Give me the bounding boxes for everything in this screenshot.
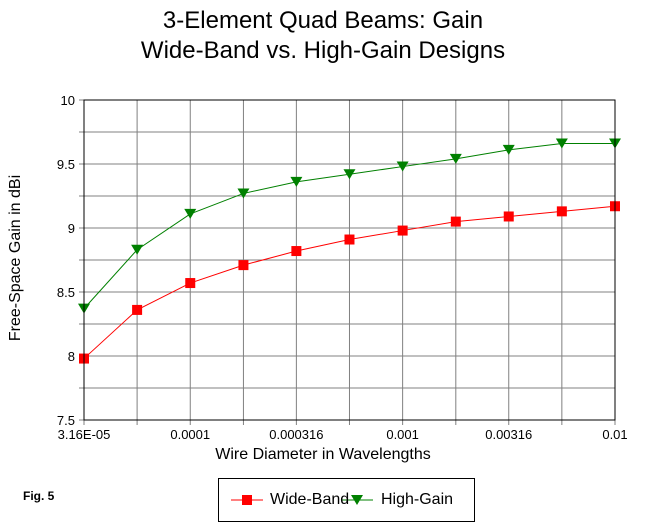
data-point-wide-band: [132, 304, 143, 315]
legend-label-high-gain: High-Gain: [381, 491, 454, 508]
x-tick-label: 0.000316: [269, 427, 323, 442]
data-point-wide-band: [291, 246, 302, 257]
legend: Wide-Band High-Gain: [218, 478, 475, 522]
data-point-wide-band: [450, 216, 461, 227]
x-tick-labels: 3.16E-05 0.0001 0.000316 0.001 0.00316 0.01: [58, 427, 628, 442]
x-tick-label: 0.01: [602, 427, 627, 442]
data-point-wide-band: [185, 278, 196, 289]
x-tick-label: 0.001: [386, 427, 419, 442]
data-point-high-gain: [449, 153, 462, 164]
data-point-high-gain: [131, 244, 144, 255]
data-point-wide-band: [556, 206, 567, 217]
x-tick-label: 0.00316: [485, 427, 532, 442]
grid-lines: [79, 99, 616, 425]
x-axis-label: Wire Diameter in Wavelengths: [215, 446, 430, 463]
legend-marker-high-gain: [351, 495, 363, 505]
series-layer: [78, 138, 621, 364]
chart-title-line-2: Wide-Band vs. High-Gain Designs: [140, 37, 506, 64]
data-point-wide-band: [503, 211, 514, 222]
legend-marker-wide-band: [242, 495, 252, 505]
x-tick-label: 0.0001: [170, 427, 210, 442]
y-tick-label: 9.5: [57, 157, 75, 172]
x-tick-label: 3.16E-05: [58, 427, 111, 442]
data-point-wide-band: [238, 260, 249, 271]
plot-frame: [83, 99, 616, 421]
data-point-high-gain: [555, 138, 568, 149]
legend-swatches: [231, 495, 373, 505]
data-point-high-gain: [502, 144, 515, 155]
y-tick-label: 8.5: [57, 285, 75, 300]
data-point-wide-band: [397, 225, 408, 236]
series-high-gain: [78, 138, 621, 314]
y-axis-label: Free-Space Gain in dBi: [7, 175, 24, 341]
chart-title-line-1: 3-Element Quad Beams: Gain: [162, 7, 484, 34]
figure-label: Fig. 5: [23, 489, 55, 503]
y-tick-label: 7.5: [57, 413, 75, 428]
legend-label-wide-band: Wide-Band: [270, 491, 350, 508]
data-point-wide-band: [344, 234, 355, 245]
y-tick-label: 10: [61, 93, 75, 108]
data-point-high-gain: [237, 188, 250, 199]
y-tick-labels: 7.5 8 8.5 9 9.5 10: [57, 93, 75, 428]
chart-plot: 7.5 8 8.5 9 9.5 10 3.16E-05 0.0001 0.000316 0.00…: [7, 93, 628, 463]
y-tick-label: 9: [68, 221, 75, 236]
data-point-high-gain: [396, 161, 409, 172]
data-point-high-gain: [343, 169, 356, 180]
data-point-high-gain: [290, 176, 303, 187]
data-point-high-gain: [184, 208, 197, 219]
y-tick-label: 8: [68, 349, 75, 364]
